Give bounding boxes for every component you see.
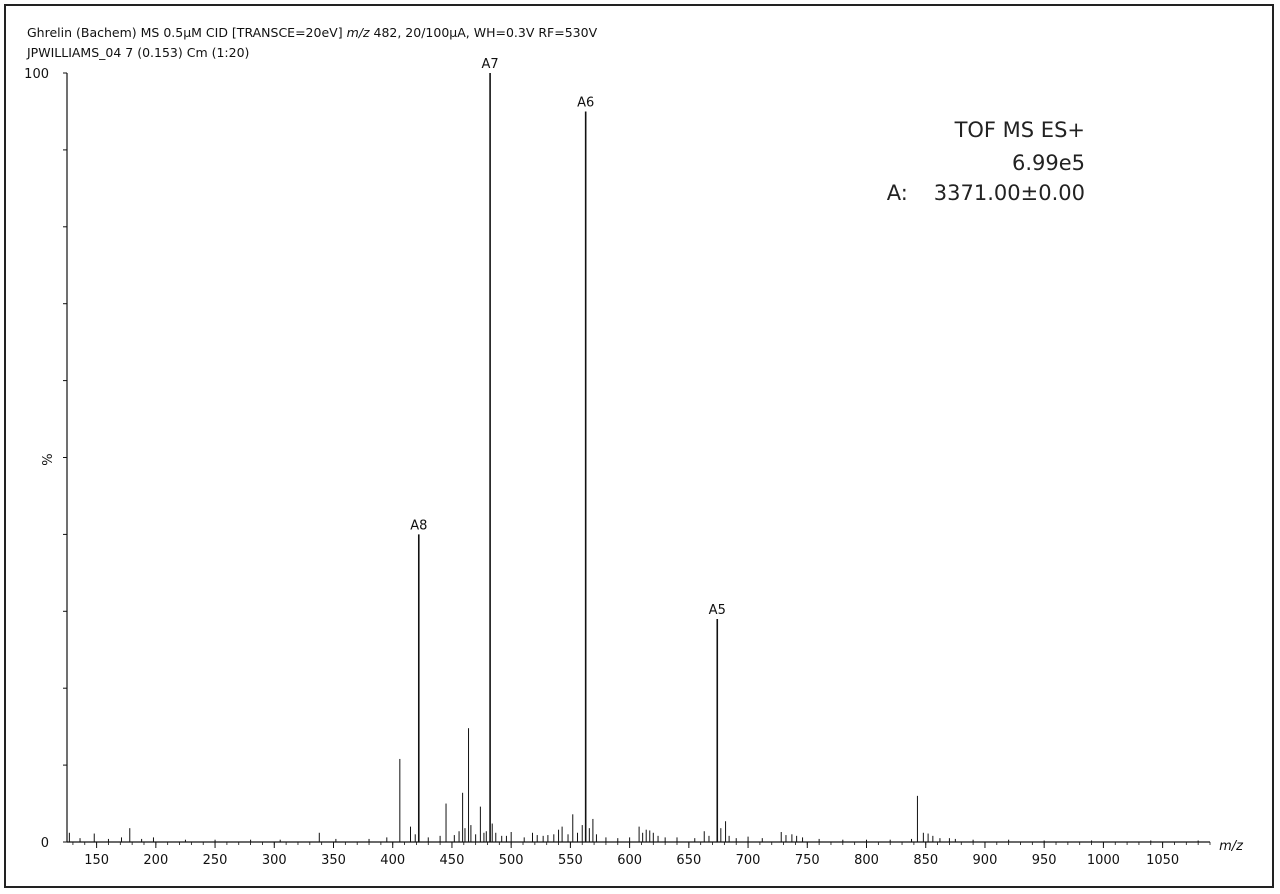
peak-label-a8: A8 bbox=[410, 518, 427, 533]
x-tick-label: 400 bbox=[380, 853, 405, 868]
x-tick-label: 500 bbox=[499, 853, 524, 868]
peak-label-a6: A6 bbox=[577, 95, 594, 110]
x-tick-label: 700 bbox=[736, 853, 761, 868]
x-axis-label: m/z bbox=[1219, 839, 1244, 854]
x-tick-label: 600 bbox=[617, 853, 642, 868]
x-tick-label: 650 bbox=[676, 853, 701, 868]
mass-label: A: bbox=[886, 181, 908, 205]
x-tick-label: 950 bbox=[1032, 853, 1057, 868]
spectrum-header-line1: Ghrelin (Bachem) MS 0.5µM CID [TRANSCE=2… bbox=[27, 25, 597, 40]
x-tick-label: 800 bbox=[854, 853, 879, 868]
x-tick-label: 850 bbox=[913, 853, 938, 868]
mass-value: 3371.00±0.00 bbox=[933, 181, 1085, 205]
y-tick-label: 0 bbox=[41, 836, 49, 851]
peak-label-a5: A5 bbox=[709, 603, 726, 618]
x-tick-label: 200 bbox=[143, 853, 168, 868]
acquisition-mode: TOF MS ES+ bbox=[954, 118, 1085, 142]
y-tick-label: 100 bbox=[24, 67, 49, 82]
x-tick-label: 250 bbox=[203, 853, 228, 868]
x-tick-label: 450 bbox=[440, 853, 465, 868]
x-tick-label: 750 bbox=[795, 853, 820, 868]
y-axis-label: % bbox=[41, 453, 56, 465]
x-tick-label: 300 bbox=[262, 853, 287, 868]
x-tick-label: 1050 bbox=[1146, 853, 1179, 868]
mass-readout: A: 3371.00±0.00 bbox=[887, 181, 1085, 205]
x-tick-label: 350 bbox=[321, 853, 346, 868]
header-line1-pre: Ghrelin (Bachem) MS 0.5µM CID [TRANSCE=2… bbox=[27, 25, 347, 40]
header-mz-italic: m/z bbox=[346, 25, 370, 40]
peak-label-a7: A7 bbox=[482, 57, 499, 72]
base-peak-intensity: 6.99e5 bbox=[1011, 151, 1085, 175]
x-tick-label: 1000 bbox=[1087, 853, 1120, 868]
x-tick-label: 550 bbox=[558, 853, 583, 868]
x-tick-label: 150 bbox=[84, 853, 109, 868]
x-tick-label: 900 bbox=[973, 853, 998, 868]
header-line1-post: 482, 20/100µA, WH=0.3V RF=530V bbox=[369, 25, 598, 40]
spectrum-header-line2: JPWILLIAMS_04 7 (0.153) Cm (1:20) bbox=[27, 45, 250, 60]
spectrum-frame bbox=[4, 4, 1274, 888]
